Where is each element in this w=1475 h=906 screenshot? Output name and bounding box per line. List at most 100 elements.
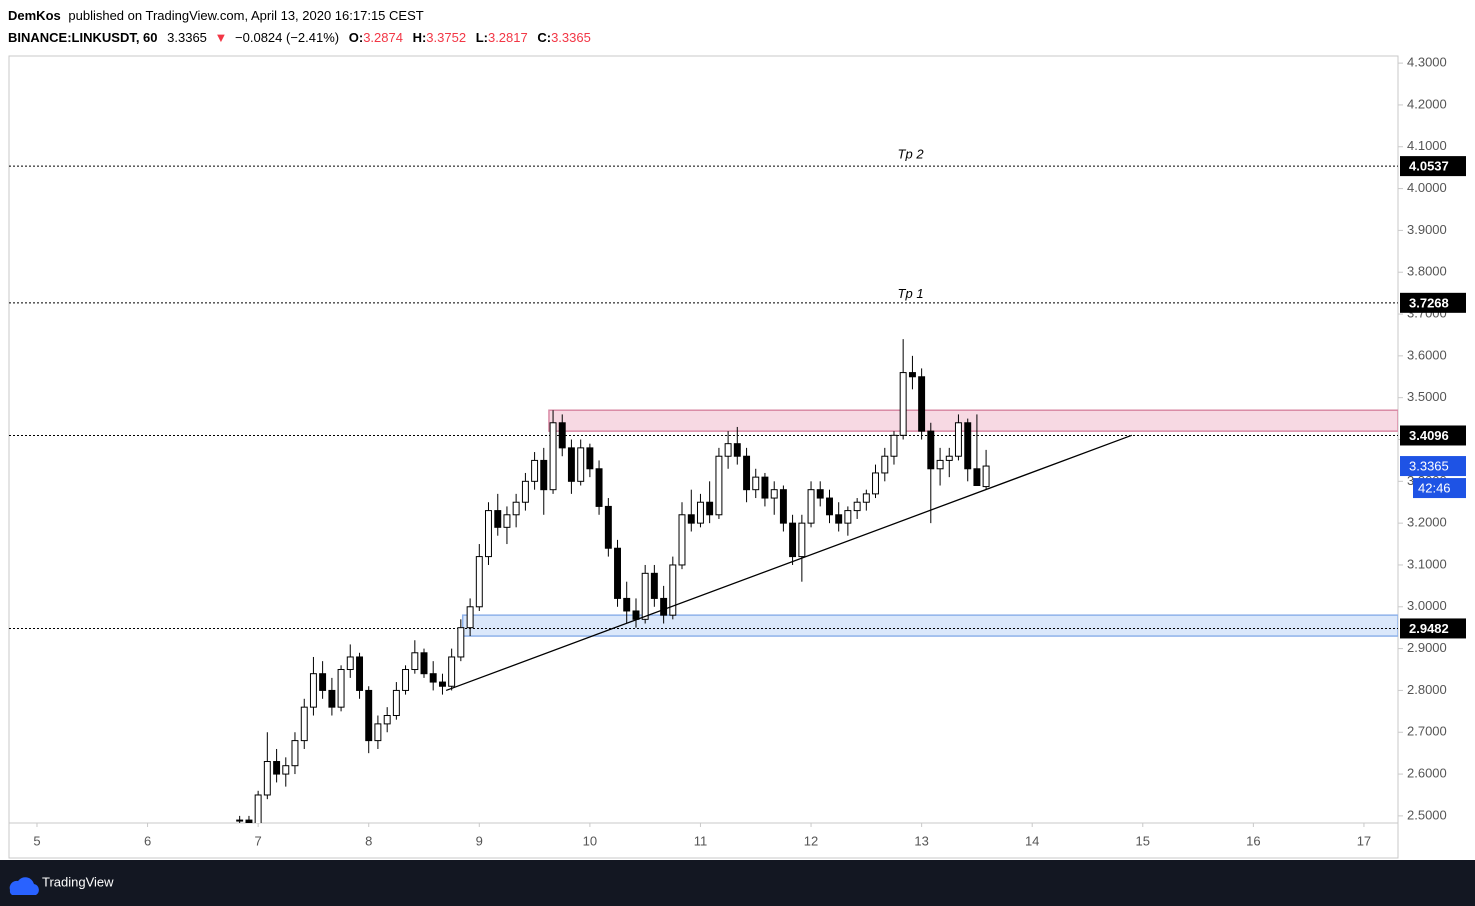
ohlc-value: 3.2817 xyxy=(488,30,528,45)
y-tick-label: 3.9000 xyxy=(1407,222,1447,237)
candle-body xyxy=(374,723,382,742)
candle-body xyxy=(309,673,317,708)
candle-body xyxy=(826,497,833,516)
zone xyxy=(461,614,1398,637)
candle-body xyxy=(752,476,760,491)
candle-body xyxy=(650,572,658,599)
candle-body xyxy=(245,819,253,823)
ohlc-label: C: xyxy=(537,30,551,45)
candle-body xyxy=(678,514,686,566)
ohlc-label: L: xyxy=(476,30,488,45)
candle-body xyxy=(300,706,308,742)
level-label: 3.7268 xyxy=(1409,295,1449,310)
candle-body xyxy=(439,681,446,687)
candle-body xyxy=(263,761,271,796)
candle-body xyxy=(595,468,603,507)
y-tick-label: 3.5000 xyxy=(1407,389,1447,404)
candle-body xyxy=(392,689,400,717)
candle-body xyxy=(973,468,981,487)
candle-body xyxy=(807,489,815,524)
plot-frame xyxy=(8,55,1399,859)
symbol: BINANCE:LINKUSDT, 60 xyxy=(8,30,158,45)
candle-body xyxy=(715,455,723,516)
level-label-box xyxy=(1400,618,1466,639)
candle-body xyxy=(558,422,566,449)
candle-body xyxy=(936,459,944,470)
candle-body xyxy=(521,480,529,503)
candle-body xyxy=(899,372,907,436)
countdown-box xyxy=(1413,478,1466,499)
y-tick-label: 4.1000 xyxy=(1407,138,1447,153)
header-line-2: BINANCE:LINKUSDT, 60 3.3365 ▼ −0.0824 (−… xyxy=(8,30,591,45)
candle-body xyxy=(908,372,916,378)
candle-body xyxy=(567,447,575,482)
candle-body xyxy=(328,689,336,708)
candle-body xyxy=(789,522,797,558)
ohlc-value: 3.3365 xyxy=(551,30,591,45)
candle-body xyxy=(420,652,428,675)
candle-body xyxy=(365,689,373,742)
candle-body xyxy=(835,514,843,524)
candle-body xyxy=(770,489,778,499)
y-tick-label: 3.0000 xyxy=(1407,598,1447,613)
y-tick-label: 2.8000 xyxy=(1407,682,1447,697)
x-tick-label: 16 xyxy=(1246,833,1260,848)
x-tick-label: 12 xyxy=(804,833,818,848)
candle-body xyxy=(706,501,714,516)
candle-body xyxy=(273,761,281,775)
level-label-box xyxy=(1400,156,1466,177)
candle-body xyxy=(641,572,649,620)
level-label: 3.4096 xyxy=(1409,428,1449,443)
y-tick-label: 3.2000 xyxy=(1407,515,1447,530)
direction: ▼ xyxy=(215,30,228,45)
candle-body xyxy=(881,455,889,474)
y-tick-label: 2.6000 xyxy=(1407,766,1447,781)
y-tick-label: 3.6000 xyxy=(1407,347,1447,362)
candle-body xyxy=(457,627,465,658)
author: DemKos xyxy=(8,8,61,23)
last-price-label: 3.3365 xyxy=(1409,458,1449,473)
candle-body xyxy=(402,669,410,691)
level-label: 2.9482 xyxy=(1409,621,1449,636)
annotation: Tp 2 xyxy=(898,147,925,162)
x-tick-label: 6 xyxy=(144,833,151,848)
candle-body xyxy=(687,514,695,524)
logo-icon xyxy=(9,877,39,895)
countdown: 42:46 xyxy=(1418,480,1451,495)
candle-body xyxy=(660,597,668,616)
y-tick-label: 2.7000 xyxy=(1407,724,1447,739)
candle-body xyxy=(494,510,502,528)
candle-body xyxy=(448,656,456,687)
x-tick-label: 15 xyxy=(1136,833,1150,848)
published: published on TradingView.com, April 13, … xyxy=(68,8,423,23)
candle-body xyxy=(724,443,732,457)
candle-body xyxy=(356,656,364,691)
plot-area xyxy=(9,165,1398,823)
candle-body xyxy=(623,597,631,612)
x-tick-label: 17 xyxy=(1357,833,1371,848)
y-tick-label: 4.3000 xyxy=(1407,55,1447,70)
last: 3.3365 xyxy=(167,30,207,45)
ohlc-value: 3.2874 xyxy=(363,30,403,45)
last-price-box xyxy=(1400,456,1466,477)
candle-body xyxy=(531,459,539,482)
annotation: Tp 1 xyxy=(898,286,924,301)
candle-body xyxy=(604,505,612,549)
candle-body xyxy=(982,465,990,488)
candle-body xyxy=(282,765,290,775)
zone xyxy=(548,409,1398,432)
candle-body xyxy=(337,669,345,708)
candle-body xyxy=(291,740,299,767)
x-tick-label: 5 xyxy=(33,833,40,848)
candle-body xyxy=(411,652,419,671)
candle-body xyxy=(779,489,787,524)
x-tick-label: 9 xyxy=(476,833,483,848)
candle-body xyxy=(383,715,391,725)
level-label-box xyxy=(1400,425,1466,446)
x-tick-label: 10 xyxy=(583,833,597,848)
candle-body xyxy=(844,510,852,524)
candle-body xyxy=(964,422,972,470)
ohlc-label: H: xyxy=(413,30,427,45)
y-tick-label: 3.8000 xyxy=(1407,264,1447,279)
